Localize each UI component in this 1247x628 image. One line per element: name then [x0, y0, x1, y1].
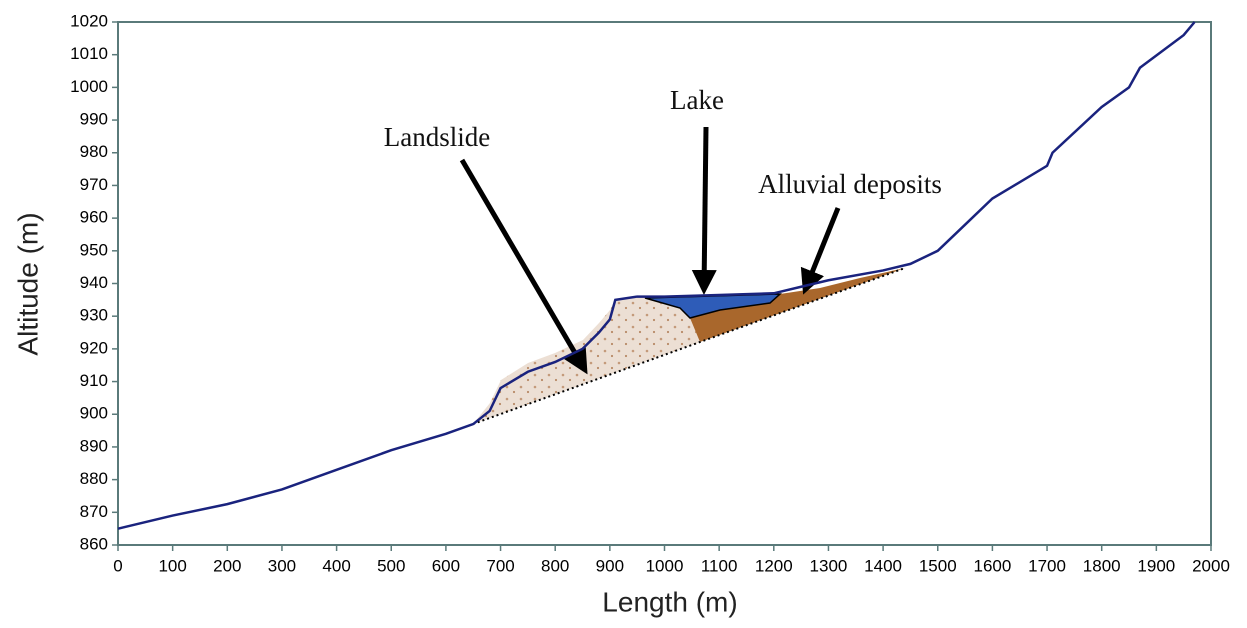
x-axis-label: Length (m): [602, 586, 737, 617]
x-tick-label: 500: [377, 556, 405, 575]
x-tick-label: 600: [432, 556, 460, 575]
x-tick-label: 400: [322, 556, 350, 575]
y-tick-label: 960: [80, 208, 108, 227]
annotation-arrow: [462, 160, 585, 370]
x-tick-label: 900: [596, 556, 624, 575]
x-tick-label: 100: [158, 556, 186, 575]
y-tick-label: 990: [80, 110, 108, 129]
x-tick-label: 1400: [864, 556, 902, 575]
x-tick-label: 1600: [973, 556, 1011, 575]
x-tick-label: 300: [268, 556, 296, 575]
y-tick-label: 940: [80, 273, 108, 292]
x-tick-label: 1200: [755, 556, 793, 575]
y-tick-label: 890: [80, 436, 108, 455]
annotation-arrow: [704, 127, 706, 290]
y-tick-label: 980: [80, 142, 108, 161]
y-tick-label: 860: [80, 534, 108, 553]
annotation-arrow: [805, 208, 838, 290]
x-tick-label: 1300: [810, 556, 848, 575]
y-axis-label: Altitude (m): [12, 212, 43, 355]
y-tick-label: 1000: [70, 77, 108, 96]
annotation: Landslide: [384, 122, 490, 152]
y-tick-label: 920: [80, 338, 108, 357]
y-tick-label: 1010: [70, 44, 108, 63]
annotation: Alluvial deposits: [758, 169, 942, 199]
x-tick-label: 200: [213, 556, 241, 575]
x-tick-label: 2000: [1192, 556, 1230, 575]
y-tick-label: 900: [80, 404, 108, 423]
x-tick-label: 1000: [646, 556, 684, 575]
y-tick-label: 880: [80, 469, 108, 488]
profile-line: [118, 22, 1195, 529]
y-tick-label: 910: [80, 371, 108, 390]
y-tick-label: 950: [80, 240, 108, 259]
x-tick-label: 1100: [701, 556, 738, 575]
y-tick-label: 1020: [70, 11, 108, 30]
x-tick-label: 700: [486, 556, 514, 575]
chart: Length (m) Altitude (m) Landslide Lake A…: [0, 0, 1247, 628]
landslide-body: [473, 297, 700, 424]
annotation: Lake: [670, 85, 724, 115]
plot-frame: [118, 22, 1211, 545]
y-tick-label: 930: [80, 306, 108, 325]
y-tick-label: 870: [80, 502, 108, 521]
x-tick-label: 800: [541, 556, 569, 575]
x-tick-label: 1900: [1137, 556, 1175, 575]
x-tick-label: 1500: [919, 556, 957, 575]
x-tick-label: 0: [113, 556, 122, 575]
x-tick-label: 1800: [1083, 556, 1121, 575]
y-tick-label: 970: [80, 175, 108, 194]
x-tick-label: 1700: [1028, 556, 1066, 575]
